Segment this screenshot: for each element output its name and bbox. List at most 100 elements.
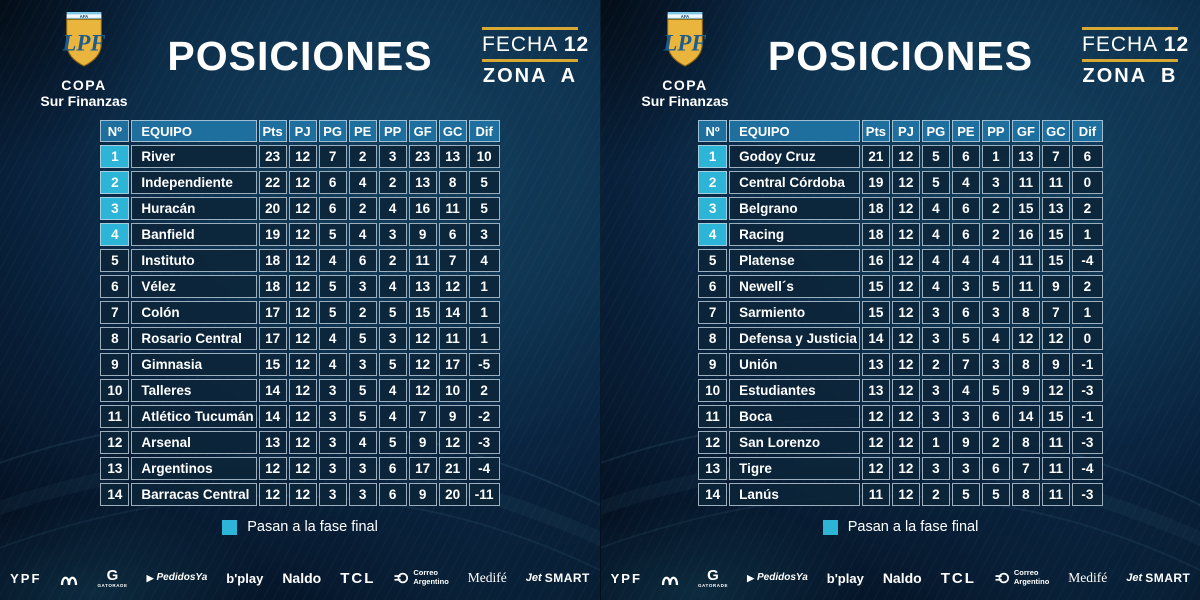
stat-cell: 11 <box>861 483 890 506</box>
stat-cell: 3 <box>378 145 407 168</box>
stat-cell: 4 <box>921 223 950 246</box>
logo-sur-finanzas-text: Sur Finanzas <box>641 93 729 109</box>
stat-cell: 2 <box>921 483 950 506</box>
position-cell: 8 <box>698 327 728 350</box>
sponsor-jetsmart: Jet SMART <box>1126 571 1191 585</box>
stat-cell: 12 <box>288 457 317 480</box>
standings-row: 1 Godoy Cruz 21 12 5 6 1 13 7 6 <box>698 145 1103 168</box>
stat-cell: 12 <box>861 431 890 454</box>
standings-row: 11 Boca 12 12 3 3 6 14 15 -1 <box>698 405 1103 428</box>
stat-cell: 12 <box>891 275 920 298</box>
stat-cell: 12 <box>1011 327 1040 350</box>
team-name-cell: Estudiantes <box>729 379 860 402</box>
sponsor-ypf: YPF <box>610 570 642 586</box>
stat-cell: 15 <box>408 301 437 324</box>
logo-copa-text: COPA <box>61 77 107 93</box>
stat-cell: 12 <box>861 457 890 480</box>
stat-cell: 11 <box>408 249 437 272</box>
stat-cell: 12 <box>288 275 317 298</box>
stat-cell: 4 <box>348 431 377 454</box>
stat-cell: 6 <box>981 405 1010 428</box>
stat-cell: 18 <box>258 249 287 272</box>
stat-cell: -4 <box>468 457 500 480</box>
stat-cell: -3 <box>1071 379 1103 402</box>
stat-cell: 13 <box>258 431 287 454</box>
stat-cell: 6 <box>378 483 407 506</box>
stat-cell: -11 <box>468 483 500 506</box>
stat-cell: 9 <box>438 405 467 428</box>
stat-cell: 15 <box>1041 249 1070 272</box>
stat-cell: 13 <box>408 275 437 298</box>
team-name-cell: Colón <box>131 301 257 324</box>
stat-cell: 6 <box>378 457 407 480</box>
stat-cell: 5 <box>468 171 500 194</box>
position-cell: 5 <box>698 249 728 272</box>
stat-cell: 1 <box>468 301 500 324</box>
team-name-cell: Banfield <box>131 223 257 246</box>
stat-cell: 5 <box>378 353 407 376</box>
gatorade-g-icon: G <box>106 566 119 584</box>
mcdonalds-arches-icon <box>60 571 78 585</box>
stat-cell: 10 <box>468 145 500 168</box>
team-name-cell: Tigre <box>729 457 860 480</box>
standings-row: 2 Independiente 22 12 6 4 2 13 8 5 <box>100 171 500 194</box>
stat-cell: 17 <box>258 301 287 324</box>
stat-cell: 3 <box>318 405 347 428</box>
position-cell: 3 <box>698 197 728 220</box>
stat-cell: 12 <box>891 379 920 402</box>
stat-cell: 14 <box>438 301 467 324</box>
stat-cell: 3 <box>318 483 347 506</box>
team-name-cell: Talleres <box>131 379 257 402</box>
position-cell: 10 <box>100 379 130 402</box>
gold-divider <box>482 59 578 62</box>
stat-cell: 2 <box>981 197 1010 220</box>
stat-cell: 12 <box>288 431 317 454</box>
stat-cell: 3 <box>921 405 950 428</box>
column-header: PJ <box>288 120 317 142</box>
stat-cell: -4 <box>1071 249 1103 272</box>
team-name-cell: Independiente <box>131 171 257 194</box>
logo-copa-text: COPA <box>662 77 708 93</box>
stat-cell: 14 <box>258 379 287 402</box>
stat-cell: 18 <box>861 223 890 246</box>
stat-cell: 18 <box>258 275 287 298</box>
stat-cell: -5 <box>468 353 500 376</box>
stat-cell: 5 <box>981 379 1010 402</box>
team-name-cell: Godoy Cruz <box>729 145 860 168</box>
sponsor-medife: Medifé <box>467 570 507 586</box>
stat-cell: 9 <box>408 223 437 246</box>
stat-cell: 11 <box>1041 171 1070 194</box>
stat-cell: 12 <box>288 353 317 376</box>
team-name-cell: Sarmiento <box>729 301 860 324</box>
stat-cell: 12 <box>408 379 437 402</box>
position-cell: 10 <box>698 379 728 402</box>
standings-row: 6 Newell´s 15 12 4 3 5 11 9 2 <box>698 275 1103 298</box>
stat-cell: 12 <box>258 483 287 506</box>
stat-cell: 4 <box>378 405 407 428</box>
stat-cell: 13 <box>1041 197 1070 220</box>
sponsor-pedidosya: ▶ PedidosYa <box>747 572 808 583</box>
position-cell: 2 <box>698 171 728 194</box>
stat-cell: 16 <box>1011 223 1040 246</box>
stat-cell: 4 <box>348 223 377 246</box>
stat-cell: 13 <box>1011 145 1040 168</box>
stat-cell: 6 <box>1071 145 1103 168</box>
stat-cell: -1 <box>1071 353 1103 376</box>
stat-cell: 4 <box>981 249 1010 272</box>
stat-cell: 12 <box>891 249 920 272</box>
standings-row: 3 Huracán 20 12 6 2 4 16 11 5 <box>100 197 500 220</box>
stat-cell: 1 <box>468 275 500 298</box>
stat-cell: 5 <box>348 327 377 350</box>
stat-cell: 6 <box>318 171 347 194</box>
standings-row: 13 Tigre 12 12 3 3 6 7 11 -4 <box>698 457 1103 480</box>
legend: Pasan a la fase final <box>601 519 1200 535</box>
column-header: PP <box>378 120 407 142</box>
position-cell: 6 <box>100 275 130 298</box>
position-cell: 7 <box>698 301 728 324</box>
stat-cell: 23 <box>258 145 287 168</box>
stat-cell: 4 <box>468 249 500 272</box>
zone-a-panel: AFA LPF COPA Sur Finanzas POSICIONES FEC… <box>0 0 600 600</box>
stat-cell: 12 <box>891 327 920 350</box>
sponsor-tcl: TCL <box>340 569 376 587</box>
stat-cell: 3 <box>921 301 950 324</box>
